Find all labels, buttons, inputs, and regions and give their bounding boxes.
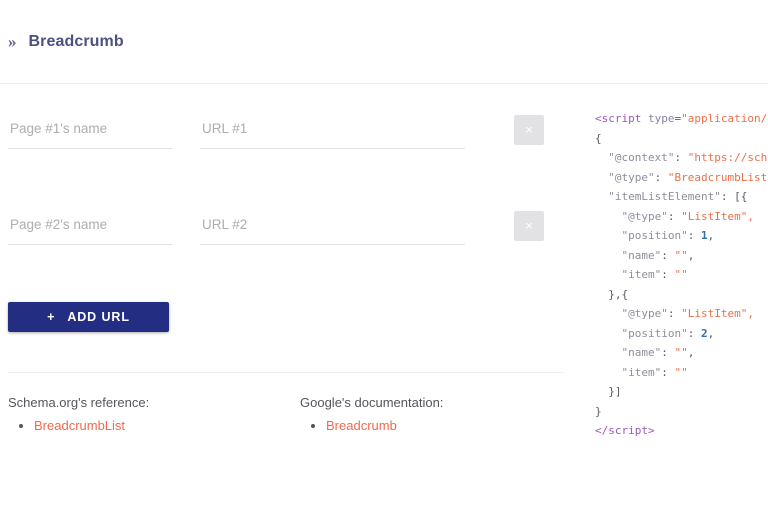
- code-item2-item-value: "": [674, 365, 688, 379]
- chevron-double-right-icon: »: [8, 32, 17, 51]
- remove-row-button-2[interactable]: ×: [514, 211, 544, 241]
- code-attr-name: type: [647, 112, 675, 125]
- code-item2-position-value: 2: [700, 326, 708, 340]
- code-item2-name-key: "name": [621, 346, 662, 359]
- breadcrumblist-link[interactable]: BreadcrumbList: [34, 418, 126, 433]
- page-title: Breadcrumb: [28, 32, 124, 50]
- code-script-open: <script: [595, 112, 642, 125]
- code-context-key: "@context": [608, 151, 675, 164]
- code-type-value: "BreadcrumbList",: [667, 170, 768, 184]
- json-ld-output-panel: <script type="application/ld+json"> { "@…: [591, 84, 768, 509]
- breadcrumb-form: × × + ADD URL Schema.org's reference: Bre…: [0, 84, 575, 509]
- google-documentation-list: Breadcrumb: [300, 418, 443, 433]
- code-item1-item-value: "": [674, 268, 688, 281]
- code-item1-position-key: "position": [621, 229, 688, 242]
- page-name-input-2[interactable]: [8, 209, 172, 245]
- code-itemlist-close: }]: [608, 385, 622, 398]
- json-ld-code[interactable]: <script type="application/ld+json"> { "@…: [595, 109, 768, 441]
- code-context-value: "https://schema.org",: [687, 151, 768, 164]
- code-type-key: "@type": [608, 170, 655, 184]
- list-item: Breadcrumb: [326, 418, 443, 433]
- code-item1-type-value: "ListItem",: [681, 209, 754, 223]
- code-brace-close: }: [595, 404, 602, 418]
- page-header: » Breadcrumb: [0, 0, 768, 84]
- remove-row-button-1[interactable]: ×: [514, 115, 544, 145]
- code-item2-type-key: "@type": [621, 307, 668, 320]
- code-itemlist-key: "itemListElement": [608, 190, 721, 203]
- code-item1-name-key: "name": [621, 248, 662, 262]
- page-name-input-1[interactable]: [8, 113, 172, 149]
- code-brace-open: {: [595, 131, 602, 145]
- code-attr-value: "application/ld+json">: [681, 112, 768, 125]
- url-row: ×: [0, 113, 575, 175]
- schema-reference-block: Schema.org's reference: BreadcrumbList: [8, 395, 149, 433]
- code-item2-item-key: "item": [621, 365, 662, 379]
- url-row: ×: [0, 209, 575, 271]
- breadcrumb-link[interactable]: Breadcrumb: [326, 418, 397, 433]
- schema-reference-list: BreadcrumbList: [8, 418, 149, 433]
- code-item2-type-value: "ListItem",: [681, 307, 754, 320]
- page-url-input-2[interactable]: [200, 209, 465, 245]
- schema-reference-title: Schema.org's reference:: [8, 395, 150, 410]
- code-item-separator: },{: [608, 287, 629, 301]
- code-attr-eq: =: [674, 112, 682, 125]
- add-url-label: ADD URL: [67, 310, 130, 324]
- code-item2-name-value: "": [674, 346, 688, 359]
- google-documentation-title: Google's documentation:: [300, 395, 444, 410]
- list-item: BreadcrumbList: [34, 418, 149, 433]
- page-url-input-1[interactable]: [200, 113, 465, 149]
- plus-icon: +: [47, 310, 56, 324]
- code-script-close: </script>: [595, 424, 655, 437]
- code-item2-position-key: "position": [621, 326, 688, 340]
- section-divider: [8, 372, 565, 373]
- google-documentation-block: Google's documentation: Breadcrumb: [300, 395, 443, 433]
- code-itemlist-open: [{: [734, 190, 748, 203]
- code-item1-item-key: "item": [621, 268, 662, 281]
- code-item1-name-value: "": [674, 248, 688, 262]
- code-item1-type-key: "@type": [621, 209, 668, 223]
- code-item1-position-value: 1: [700, 229, 708, 242]
- add-url-button[interactable]: + ADD URL: [8, 302, 169, 332]
